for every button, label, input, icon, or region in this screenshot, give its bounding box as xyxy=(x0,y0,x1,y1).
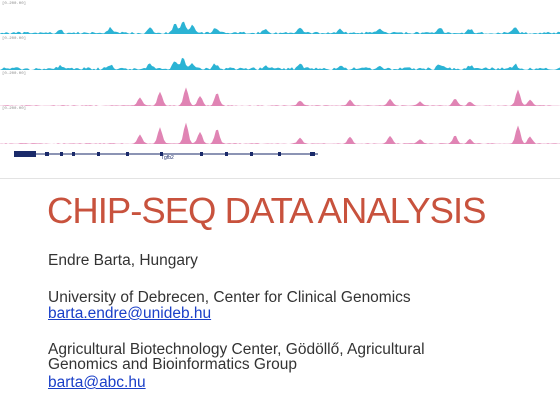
email-link-2[interactable]: barta@abc.hu xyxy=(48,374,146,391)
affiliation-2-line-1: Agricultural Biotechnology Center, Gödöl… xyxy=(48,341,425,358)
track-1-range: [0-200.00] xyxy=(2,2,27,6)
genome-browser-track-panel: [0-200.00] [0-200.00] [0-200.00] [0-200.… xyxy=(0,0,560,179)
track-3-range: [0-200.00] xyxy=(2,72,27,76)
coverage-track-3 xyxy=(0,87,560,106)
affiliation-1: University of Debrecen, Center for Clini… xyxy=(48,289,411,306)
coverage-track-2 xyxy=(0,57,560,70)
affiliation-2-line-2: Genomics and Bioinformatics Group xyxy=(48,356,297,373)
coverage-track-4 xyxy=(0,122,560,144)
track-4-range: [0-200.00] xyxy=(2,107,27,111)
email-link-1[interactable]: barta.endre@unideb.hu xyxy=(48,305,212,322)
gene-label: Tgfb2 xyxy=(161,155,174,161)
author: Endre Barta, Hungary xyxy=(48,252,198,269)
track-2-range: [0-200.00] xyxy=(2,37,27,41)
gene-model xyxy=(14,151,318,157)
slide-title: CHIP-SEQ DATA ANALYSIS xyxy=(47,190,486,231)
coverage-track-1 xyxy=(0,21,560,34)
coverage-tracks xyxy=(0,21,560,157)
